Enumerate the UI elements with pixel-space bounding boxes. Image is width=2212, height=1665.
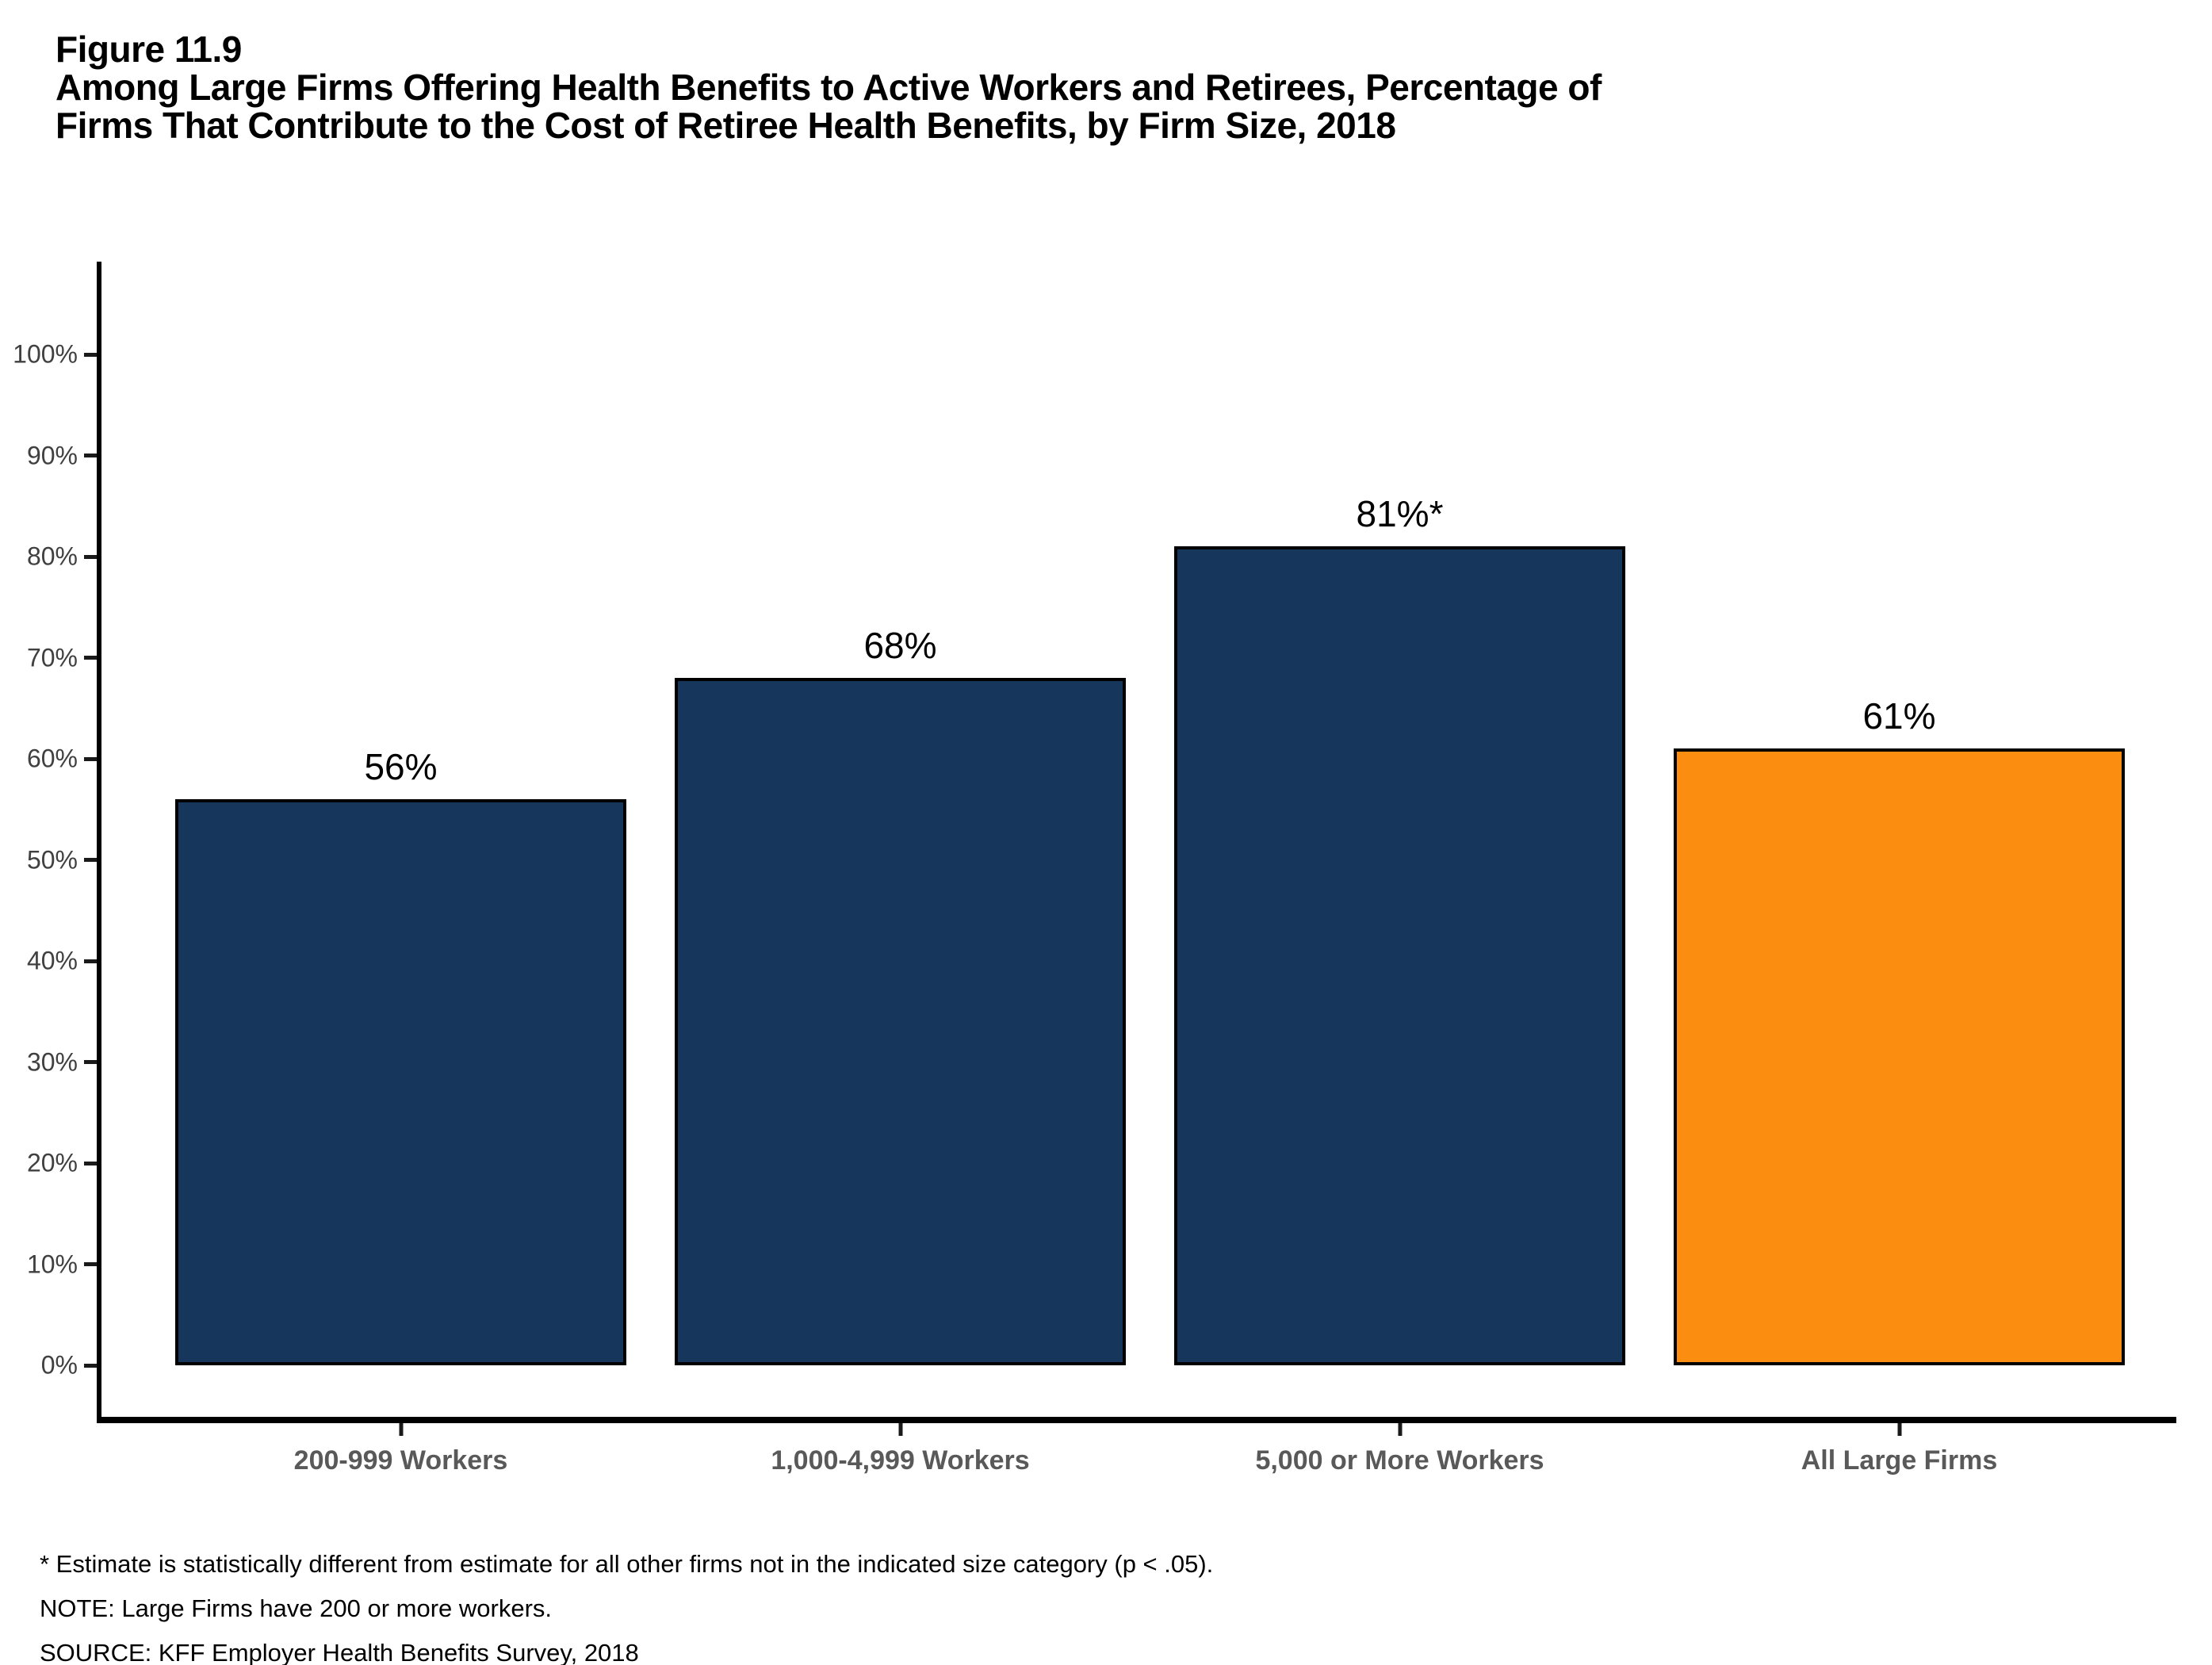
x-axis-category-label-5-000-or-more-workers: 5,000 or More Workers <box>1255 1445 1544 1476</box>
y-axis-tick-40 <box>84 959 97 963</box>
x-axis-tick-5-000-or-more-workers <box>1398 1423 1402 1436</box>
x-axis-tick-all-large-firms <box>1897 1423 1901 1436</box>
y-axis-label-50: 50% <box>26 845 78 874</box>
figure-label: Figure 11.9 <box>55 29 242 70</box>
y-axis-label-10: 10% <box>26 1250 78 1278</box>
y-axis-tick-20 <box>84 1161 97 1166</box>
title-block: Figure 11.9 Among Large Firms Offering H… <box>55 30 1602 144</box>
y-axis-label-40: 40% <box>26 946 78 975</box>
x-axis-tick-200-999-workers <box>399 1423 403 1436</box>
footnotes-block: * Estimate is statistically different fr… <box>40 1542 1213 1665</box>
y-axis-label-0: 0% <box>40 1350 78 1380</box>
y-axis-label-70: 70% <box>26 643 78 672</box>
y-axis-tick-60 <box>84 756 97 761</box>
x-axis-tick-1-000-4-999-workers <box>898 1423 902 1436</box>
y-axis-tick-100 <box>84 352 97 357</box>
bar-value-label-all-large-firms: 61% <box>1862 695 1936 737</box>
y-axis-tick-50 <box>84 858 97 862</box>
y-axis-tick-30 <box>84 1060 97 1064</box>
bar-value-label-5-000-or-more-workers: 81%* <box>1356 493 1444 535</box>
y-axis-tick-70 <box>84 656 97 660</box>
x-axis-category-label-200-999-workers: 200-999 Workers <box>293 1445 508 1476</box>
x-axis-category-label-all-large-firms: All Large Firms <box>1801 1445 1998 1476</box>
y-axis-tick-0 <box>84 1363 97 1368</box>
chart-title-line-1: Among Large Firms Offering Health Benefi… <box>55 67 1602 108</box>
bar-chart-plot-area: 0% 10% 20% 30% 40% 50% 60% 70% 80% 90% 100% 56% 200-… <box>13 262 2176 1476</box>
y-axis-tick-80 <box>84 554 97 559</box>
bar-value-label-1-000-4-999-workers: 68% <box>863 625 937 666</box>
y-axis-label-100: 100% <box>13 339 78 369</box>
footnote-statistical: * Estimate is statistically different fr… <box>40 1550 1214 1578</box>
bar-value-label-200-999-workers: 56% <box>364 746 438 787</box>
y-axis-label-20: 20% <box>26 1148 78 1177</box>
footnote-note: NOTE: Large Firms have 200 or more worke… <box>40 1594 553 1622</box>
y-axis-tick-90 <box>84 454 97 457</box>
chart-title-line-2: Firms That Contribute to the Cost of Ret… <box>55 105 1396 146</box>
y-axis-label-30: 30% <box>26 1047 78 1076</box>
bar-1-000-4-999-workers <box>675 678 1126 1365</box>
bar-all-large-firms <box>1674 748 2125 1365</box>
bar-5-000-or-more-workers <box>1174 546 1625 1365</box>
footnote-source: SOURCE: KFF Employer Health Benefits Sur… <box>40 1639 639 1665</box>
y-axis-label-80: 80% <box>26 542 78 571</box>
y-axis-label-60: 60% <box>26 744 78 773</box>
y-axis-label-90: 90% <box>26 441 78 469</box>
x-axis-category-label-1-000-4-999-workers: 1,000-4,999 Workers <box>771 1445 1030 1476</box>
y-axis-tick-10 <box>84 1262 97 1266</box>
bar-200-999-workers <box>175 799 626 1365</box>
